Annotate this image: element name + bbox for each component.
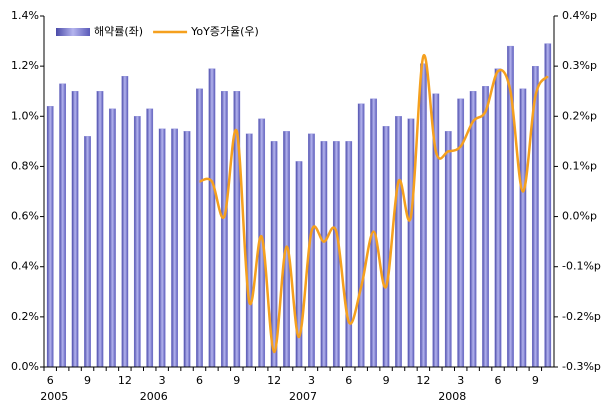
- bar: [208, 68, 216, 368]
- y-tick-label: 0.8%: [11, 159, 39, 172]
- bar: [494, 68, 502, 368]
- bar: [469, 91, 477, 368]
- bar: [158, 128, 166, 368]
- bar: [382, 126, 390, 368]
- line-series: [199, 54, 549, 354]
- bar: [407, 118, 415, 368]
- year-label: 2006: [140, 390, 168, 403]
- bar: [519, 88, 527, 368]
- y-tick-label: 1.2%: [11, 59, 39, 72]
- bar: [46, 106, 54, 368]
- y-tick-label: 1.4%: [11, 9, 39, 22]
- y2-tick-label: 0.0%p: [562, 210, 597, 223]
- y2-tick-label: -0.2%p: [562, 310, 601, 323]
- bar: [196, 88, 203, 368]
- bar: [482, 86, 489, 368]
- bar: [171, 128, 178, 368]
- y-tick-label: 0.6%: [11, 210, 39, 223]
- x-tick-label: 3: [457, 374, 464, 387]
- bar: [71, 91, 79, 368]
- x-tick-label: 3: [159, 374, 166, 387]
- legend-label: YoY증가율(우): [190, 25, 259, 38]
- x-tick-label: 6: [345, 374, 352, 387]
- x-tick-label: 3: [308, 374, 315, 387]
- bar: [395, 116, 402, 368]
- x-tick-label: 9: [233, 374, 240, 387]
- legend-swatch: [56, 28, 90, 36]
- bar: [121, 76, 129, 368]
- x-tick-label: 12: [118, 374, 132, 387]
- x-tick-label: 9: [383, 374, 390, 387]
- y2-tick-label: 0.2%p: [562, 109, 597, 122]
- y2-tick-label: 0.3%p: [562, 59, 597, 72]
- year-label: 2005: [40, 390, 68, 403]
- x-tick-label: 12: [416, 374, 430, 387]
- year-label: 2007: [289, 390, 317, 403]
- bar: [345, 141, 353, 368]
- x-tick-label: 9: [84, 374, 91, 387]
- bar: [357, 103, 365, 368]
- bar: [146, 108, 154, 368]
- x-tick-label: 9: [532, 374, 539, 387]
- x-tick-label: 6: [47, 374, 54, 387]
- bar: [109, 108, 116, 368]
- year-label: 2008: [438, 390, 466, 403]
- y-tick-label: 0.0%: [11, 360, 39, 373]
- bar: [96, 91, 104, 368]
- bar: [245, 133, 253, 368]
- bar: [221, 91, 228, 368]
- y-tick-label: 1.0%: [11, 109, 39, 122]
- x-tick-label: 12: [267, 374, 281, 387]
- bar: [444, 131, 452, 368]
- bar: [133, 116, 141, 368]
- bar: [420, 63, 427, 368]
- y-tick-label: 0.4%: [11, 260, 39, 273]
- bar: [183, 131, 191, 368]
- legend-label: 해약률(좌): [94, 24, 143, 38]
- y-tick-label: 0.2%: [11, 310, 39, 323]
- bar: [332, 141, 340, 368]
- x-tick-label: 6: [196, 374, 203, 387]
- y2-tick-label: 0.4%p: [562, 9, 597, 22]
- y2-tick-label: -0.3%p: [562, 360, 601, 373]
- bar: [59, 83, 67, 368]
- bar: [84, 136, 91, 368]
- bar: [457, 98, 465, 368]
- y2-tick-label: -0.1%p: [562, 260, 601, 273]
- y2-tick-label: 0.1%p: [562, 159, 597, 172]
- bar: [544, 43, 552, 368]
- x-tick-label: 6: [495, 374, 502, 387]
- bar: [320, 141, 328, 368]
